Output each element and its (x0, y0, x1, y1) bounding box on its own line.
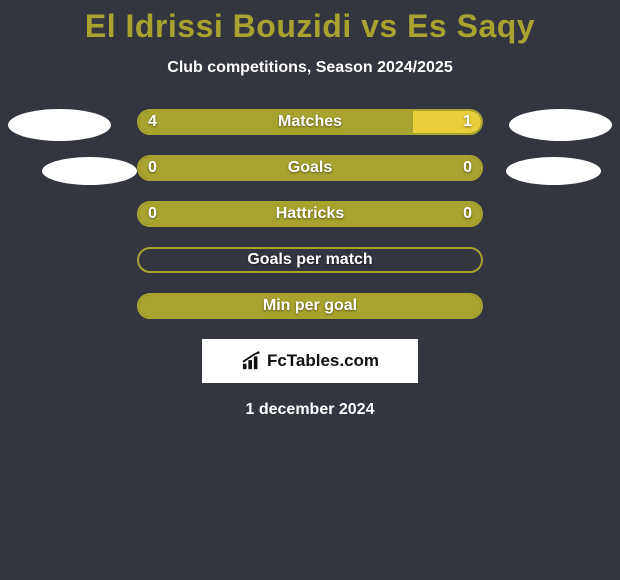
date-text: 1 december 2024 (0, 401, 620, 419)
stat-bar-left-fill (139, 157, 481, 179)
stat-row: 0 Hattricks 0 (0, 201, 620, 227)
stat-bar-track: Matches (137, 109, 483, 135)
stat-right-value: 1 (463, 109, 472, 135)
chart-icon (241, 351, 263, 371)
stat-label: Goals per match (139, 249, 481, 271)
brand-badge: FcTables.com (202, 339, 418, 383)
stat-bar-track: Goals (137, 155, 483, 181)
stat-row: Min per goal (0, 293, 620, 319)
stat-bar-left-fill (139, 203, 481, 225)
stat-row: Goals per match (0, 247, 620, 273)
stat-bar-left-fill (139, 295, 481, 317)
stat-bar-track: Min per goal (137, 293, 483, 319)
brand-text: FcTables.com (267, 351, 379, 371)
stat-row: 0 Goals 0 (0, 155, 620, 181)
stat-bar-track: Goals per match (137, 247, 483, 273)
stat-left-value: 4 (148, 109, 157, 135)
stat-left-value: 0 (148, 155, 157, 181)
stat-bar-track: Hattricks (137, 201, 483, 227)
comparison-stage: 4 Matches 1 0 Goals 0 0 Hattricks 0 Goa (0, 109, 620, 319)
stat-row: 4 Matches 1 (0, 109, 620, 135)
page-subtitle: Club competitions, Season 2024/2025 (0, 59, 620, 77)
stat-right-value: 0 (463, 201, 472, 227)
page-title: El Idrissi Bouzidi vs Es Saqy (0, 0, 620, 45)
stat-left-value: 0 (148, 201, 157, 227)
stat-bar-left-fill (139, 111, 413, 133)
stat-right-value: 0 (463, 155, 472, 181)
